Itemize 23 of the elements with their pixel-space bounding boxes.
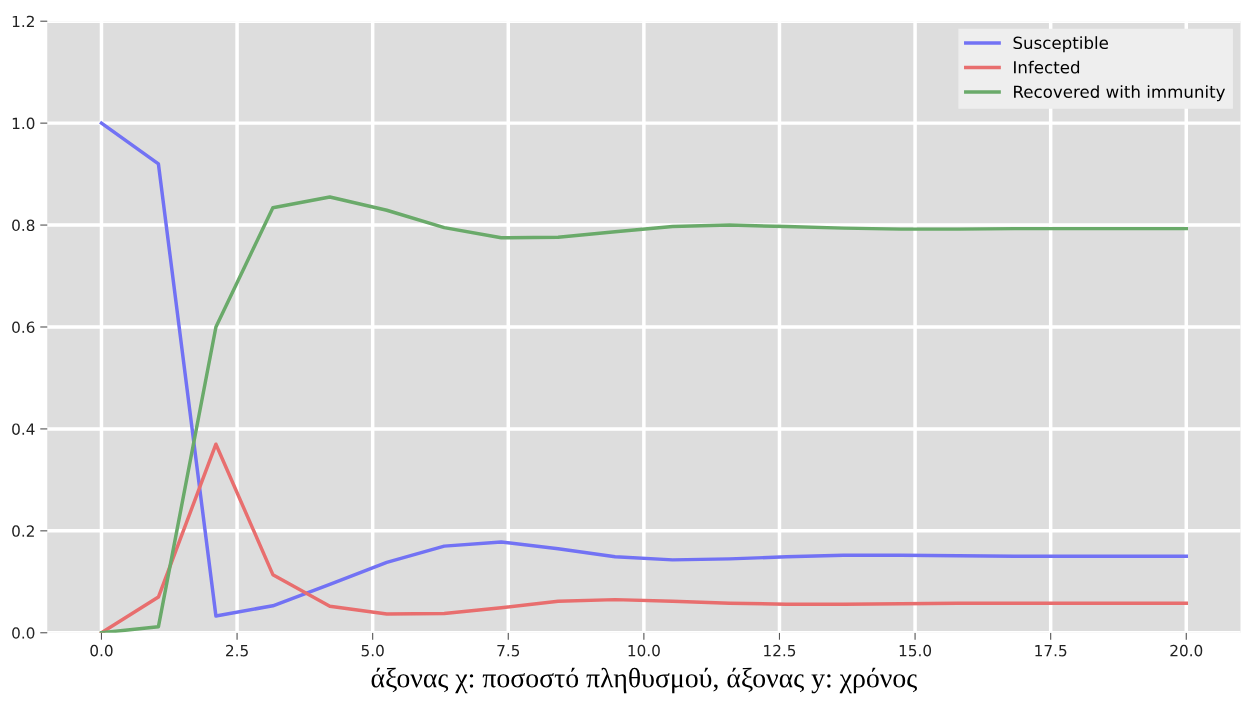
y-tick-label: 0.0 xyxy=(12,627,35,639)
x-tick-label: 7.5 xyxy=(497,645,520,657)
y-tick-label: 0.2 xyxy=(12,525,34,537)
line-series xyxy=(99,195,1189,633)
y-tick-label: 0.8 xyxy=(12,219,35,232)
y-tick-label: 1.2 xyxy=(12,15,34,28)
y-tick-label: 0.6 xyxy=(12,321,35,334)
y-tick-label: 0.4 xyxy=(12,423,35,435)
line-series xyxy=(99,121,1189,618)
x-tick-label: 2.5 xyxy=(226,644,248,657)
x-tick-label: 12.5 xyxy=(764,644,796,657)
legend-label: Infected xyxy=(1014,60,1080,74)
x-tick-label: 20.0 xyxy=(1170,644,1203,657)
y-tick-label: 1.0 xyxy=(12,117,35,130)
line-series xyxy=(99,442,1189,633)
x-tick-label: 10.0 xyxy=(628,644,660,657)
legend-label: Recovered with immunity xyxy=(1014,85,1226,102)
x-axis-title: άξονας χ: ποσοστό πληθυσμού, άξονας y: χρόνος xyxy=(371,667,917,694)
x-tick-label: 15.0 xyxy=(899,644,932,657)
x-tick-label: 0.0 xyxy=(90,644,113,657)
x-tick-label: 17.5 xyxy=(1035,645,1067,657)
legend-label: Susceptible xyxy=(1013,36,1108,53)
x-tick-label: 5.0 xyxy=(361,644,384,657)
